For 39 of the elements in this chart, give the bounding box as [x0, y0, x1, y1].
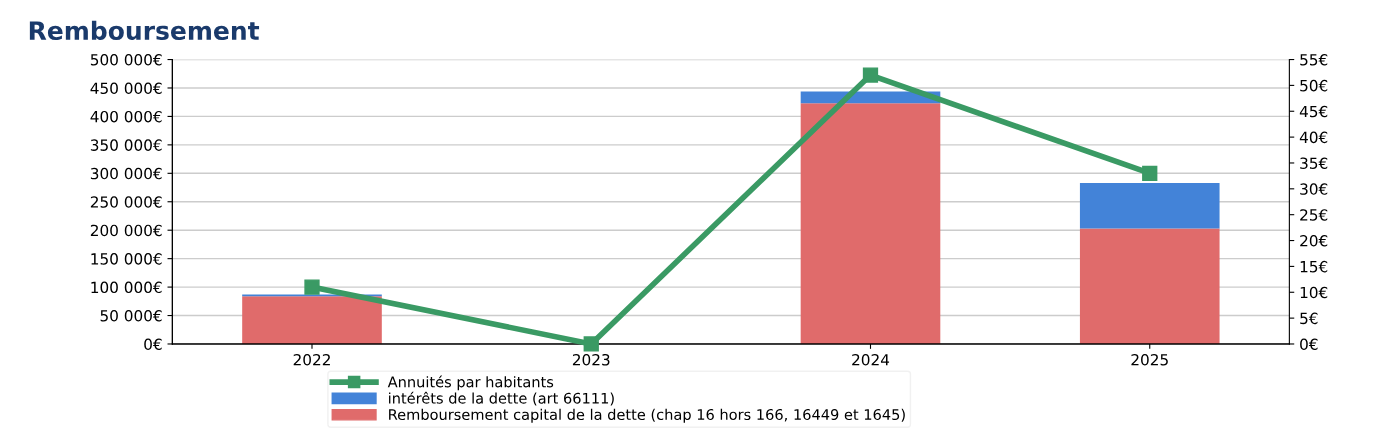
y2-tick-label: 0€	[1300, 338, 1318, 350]
y2-tick-label: 5€	[1300, 312, 1318, 325]
chart-title: Remboursement	[29, 20, 260, 41]
y2-tick-label: 10€	[1300, 286, 1328, 299]
x-tick-label: 2024	[852, 353, 890, 366]
y-tick-label: 300 000€	[90, 167, 162, 180]
y2-tick-label: 20€	[1300, 235, 1328, 247]
y2-tick-label: 35€	[1300, 157, 1328, 169]
y2-tick-label: 55€	[1300, 54, 1328, 66]
x-tick-label: 2023	[572, 353, 610, 366]
legend-label: intérêts de la dette (art 66111)	[389, 391, 614, 406]
y-tick-label: 450 000€	[90, 82, 162, 94]
point	[1142, 165, 1158, 181]
legend-label: Annuités par habitants	[387, 375, 554, 391]
point	[304, 279, 320, 295]
bar	[1079, 228, 1220, 344]
y2-tick-label: 50€	[1300, 79, 1328, 92]
x-tick-label: 2025	[1131, 353, 1168, 366]
y2-tick-label: 40€	[1299, 131, 1328, 144]
bar	[800, 103, 941, 344]
y-tick-label: 0€	[144, 338, 162, 350]
y-tick-label: 250 000€	[90, 196, 162, 208]
y2-tick-label: 45€	[1299, 105, 1328, 118]
y-tick-label: 500 000€	[90, 54, 162, 66]
y-tick-label: 50 000€	[100, 310, 162, 322]
y2-tick-label: 15€	[1300, 260, 1328, 273]
bar	[242, 296, 382, 344]
point	[583, 336, 599, 352]
x-tick-label: 2022	[293, 353, 330, 366]
y-tick-label: 100 000€	[91, 281, 162, 294]
y2-tick-label: 30€	[1300, 183, 1328, 195]
y2-tick-label: 25€	[1300, 209, 1328, 221]
y-tick-label: 400 000€	[90, 110, 162, 123]
legend-label: Remboursement capital de la dette (chap 16 hors 166, 16449 et 1645)	[389, 408, 905, 423]
bar	[1079, 182, 1220, 229]
y-tick-label: 200 000€	[90, 224, 162, 237]
y-tick-label: 350 000€	[90, 139, 162, 151]
point	[862, 67, 879, 83]
y-tick-label: 150 000€	[91, 253, 162, 265]
